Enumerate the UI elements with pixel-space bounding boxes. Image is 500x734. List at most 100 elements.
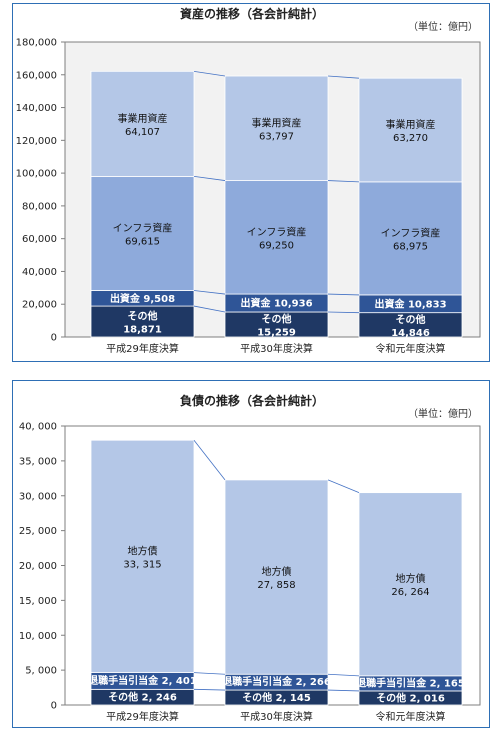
series-connector-line bbox=[327, 673, 360, 677]
y-tick-label: 0 bbox=[51, 701, 57, 712]
data-label: 2, 165 bbox=[430, 678, 465, 689]
y-tick-label: 5, 000 bbox=[25, 666, 57, 677]
segment-name-label: その他 2, 016 bbox=[376, 691, 445, 704]
y-tick-label: 60,000 bbox=[22, 234, 57, 245]
segment-name-label: 退職手当引当金 bbox=[356, 676, 429, 689]
y-tick-label: 20, 000 bbox=[19, 561, 57, 572]
chart-title: 資産の推移（各会計純計） bbox=[180, 6, 324, 21]
data-label: 33, 315 bbox=[123, 559, 161, 570]
series-connector-line bbox=[193, 176, 226, 181]
series-connector-line bbox=[193, 439, 226, 481]
x-category-label: 平成29年度決算 bbox=[106, 710, 179, 723]
data-label: 14,846 bbox=[391, 328, 430, 339]
data-label: 27, 858 bbox=[257, 580, 295, 591]
bar-segment bbox=[90, 175, 195, 291]
bar-segment bbox=[358, 312, 463, 338]
y-tick-label: 80,000 bbox=[22, 201, 57, 212]
asset-chart: 資産の推移（各会計純計） （単位：億円） 0 20,000 40,000 60,000 80… bbox=[16, 6, 481, 355]
segment-name-label: その他 2, 246 bbox=[108, 691, 177, 704]
bar-segment bbox=[90, 70, 195, 177]
series-connector-line bbox=[327, 293, 360, 296]
segment-name-label: インフラ資産 bbox=[381, 226, 441, 239]
data-label: 2, 145 bbox=[276, 693, 311, 704]
y-tick-label: 160,000 bbox=[16, 70, 57, 81]
series-connector-line bbox=[327, 479, 360, 494]
series-connector-line bbox=[327, 180, 360, 183]
bar-segment bbox=[358, 492, 463, 677]
segment-name-label: その他 2, 145 bbox=[242, 691, 311, 704]
series-connector-line bbox=[327, 75, 360, 79]
data-label: 10,936 bbox=[274, 299, 313, 310]
segment-name-label: 地方債 bbox=[128, 544, 158, 557]
segment-name-label: 地方債 bbox=[262, 565, 292, 578]
unit-note: （単位：億円） bbox=[408, 407, 478, 420]
segment-name-label: インフラ資産 bbox=[247, 225, 307, 238]
segment-name-label: インフラ資産 bbox=[113, 221, 173, 234]
series-connector-line bbox=[327, 689, 360, 692]
y-tick-label: 25, 000 bbox=[19, 526, 57, 537]
series-connector-line bbox=[193, 290, 226, 295]
data-label: 69,250 bbox=[259, 240, 294, 251]
bar-segment bbox=[224, 180, 329, 295]
segment-name-label: 出資金 10,936 bbox=[240, 297, 312, 310]
segment-name-label: 地方債 bbox=[396, 572, 426, 585]
bar-segment bbox=[358, 77, 463, 183]
data-label: 2, 246 bbox=[142, 693, 177, 704]
data-label: 63,270 bbox=[393, 133, 428, 144]
segment-name-label: その他 bbox=[396, 313, 426, 326]
y-tick-label: 30, 000 bbox=[19, 491, 57, 502]
segment-name-label: 退職手当引当金 2, 266 bbox=[222, 675, 331, 688]
liability-chart: 負債の推移（各会計純計） （単位：億円） 0 5, 000 10, 000 15, 000… bbox=[19, 393, 481, 723]
data-label: 2, 401 bbox=[162, 676, 197, 687]
data-label: 63,797 bbox=[259, 131, 294, 142]
segment-name-label: 出資金 10,833 bbox=[374, 297, 446, 310]
x-category-label: 平成30年度決算 bbox=[240, 710, 313, 723]
series-connector-line bbox=[193, 688, 226, 691]
segment-name-label: 退職手当引当金 bbox=[222, 675, 295, 688]
segment-name-label: 事業用資産 bbox=[118, 112, 168, 125]
bar-segment bbox=[224, 479, 329, 675]
y-tick-label: 40,000 bbox=[22, 267, 57, 278]
segment-name-label: 退職手当引当金 2, 165 bbox=[356, 676, 465, 689]
y-tick-label: 180,000 bbox=[16, 38, 57, 49]
data-label: 15,259 bbox=[257, 327, 296, 338]
series-connector-line bbox=[327, 311, 360, 314]
asset-chart-panel: 資産の推移（各会計純計） （単位：億円） 0 20,000 40,000 60,000 80… bbox=[12, 3, 490, 362]
x-category-label: 令和元年度決算 bbox=[376, 342, 446, 355]
bar-segment bbox=[90, 439, 195, 673]
x-category-label: 平成29年度決算 bbox=[106, 342, 179, 355]
segment-name-label: 出資金 9,508 bbox=[110, 292, 175, 305]
segment-name-label: 退職手当引当金 2, 401 bbox=[88, 674, 197, 687]
series-connector-line bbox=[193, 70, 226, 77]
y-tick-label: 20,000 bbox=[22, 300, 57, 311]
data-label: 68,975 bbox=[393, 241, 428, 252]
y-tick-label: 40, 000 bbox=[19, 422, 57, 433]
x-category-label: 平成30年度決算 bbox=[240, 342, 313, 355]
segment-name-label: 事業用資産 bbox=[386, 118, 436, 131]
segment-name-label: 事業用資産 bbox=[252, 116, 302, 129]
series-connector-line bbox=[193, 305, 226, 313]
bar-segment bbox=[358, 181, 463, 296]
bar-segment bbox=[224, 75, 329, 181]
segment-name-label: その他 bbox=[242, 691, 275, 704]
y-tick-label: 0 bbox=[51, 333, 57, 344]
bar-segment bbox=[224, 311, 329, 338]
unit-note: （単位：億円） bbox=[408, 20, 478, 33]
y-tick-label: 35, 000 bbox=[19, 456, 57, 467]
data-label: 2, 266 bbox=[296, 677, 331, 688]
series-connector-line bbox=[193, 672, 226, 675]
y-tick-label: 15, 000 bbox=[19, 596, 57, 607]
y-tick-label: 10, 000 bbox=[19, 631, 57, 642]
chart-title: 負債の推移（各会計純計） bbox=[180, 393, 324, 408]
segment-name-label: その他 bbox=[376, 691, 409, 704]
segment-name-label: その他 bbox=[108, 691, 141, 704]
segment-name-label: その他 bbox=[128, 310, 158, 323]
segment-name-label: 退職手当引当金 bbox=[88, 674, 161, 687]
data-label: 2, 016 bbox=[410, 693, 445, 704]
segment-name-label: その他 bbox=[262, 312, 292, 325]
bar-segment bbox=[90, 305, 195, 338]
data-label: 64,107 bbox=[125, 127, 160, 138]
data-label: 69,615 bbox=[125, 236, 160, 247]
data-label: 9,508 bbox=[143, 294, 175, 305]
y-tick-label: 100,000 bbox=[16, 169, 57, 180]
